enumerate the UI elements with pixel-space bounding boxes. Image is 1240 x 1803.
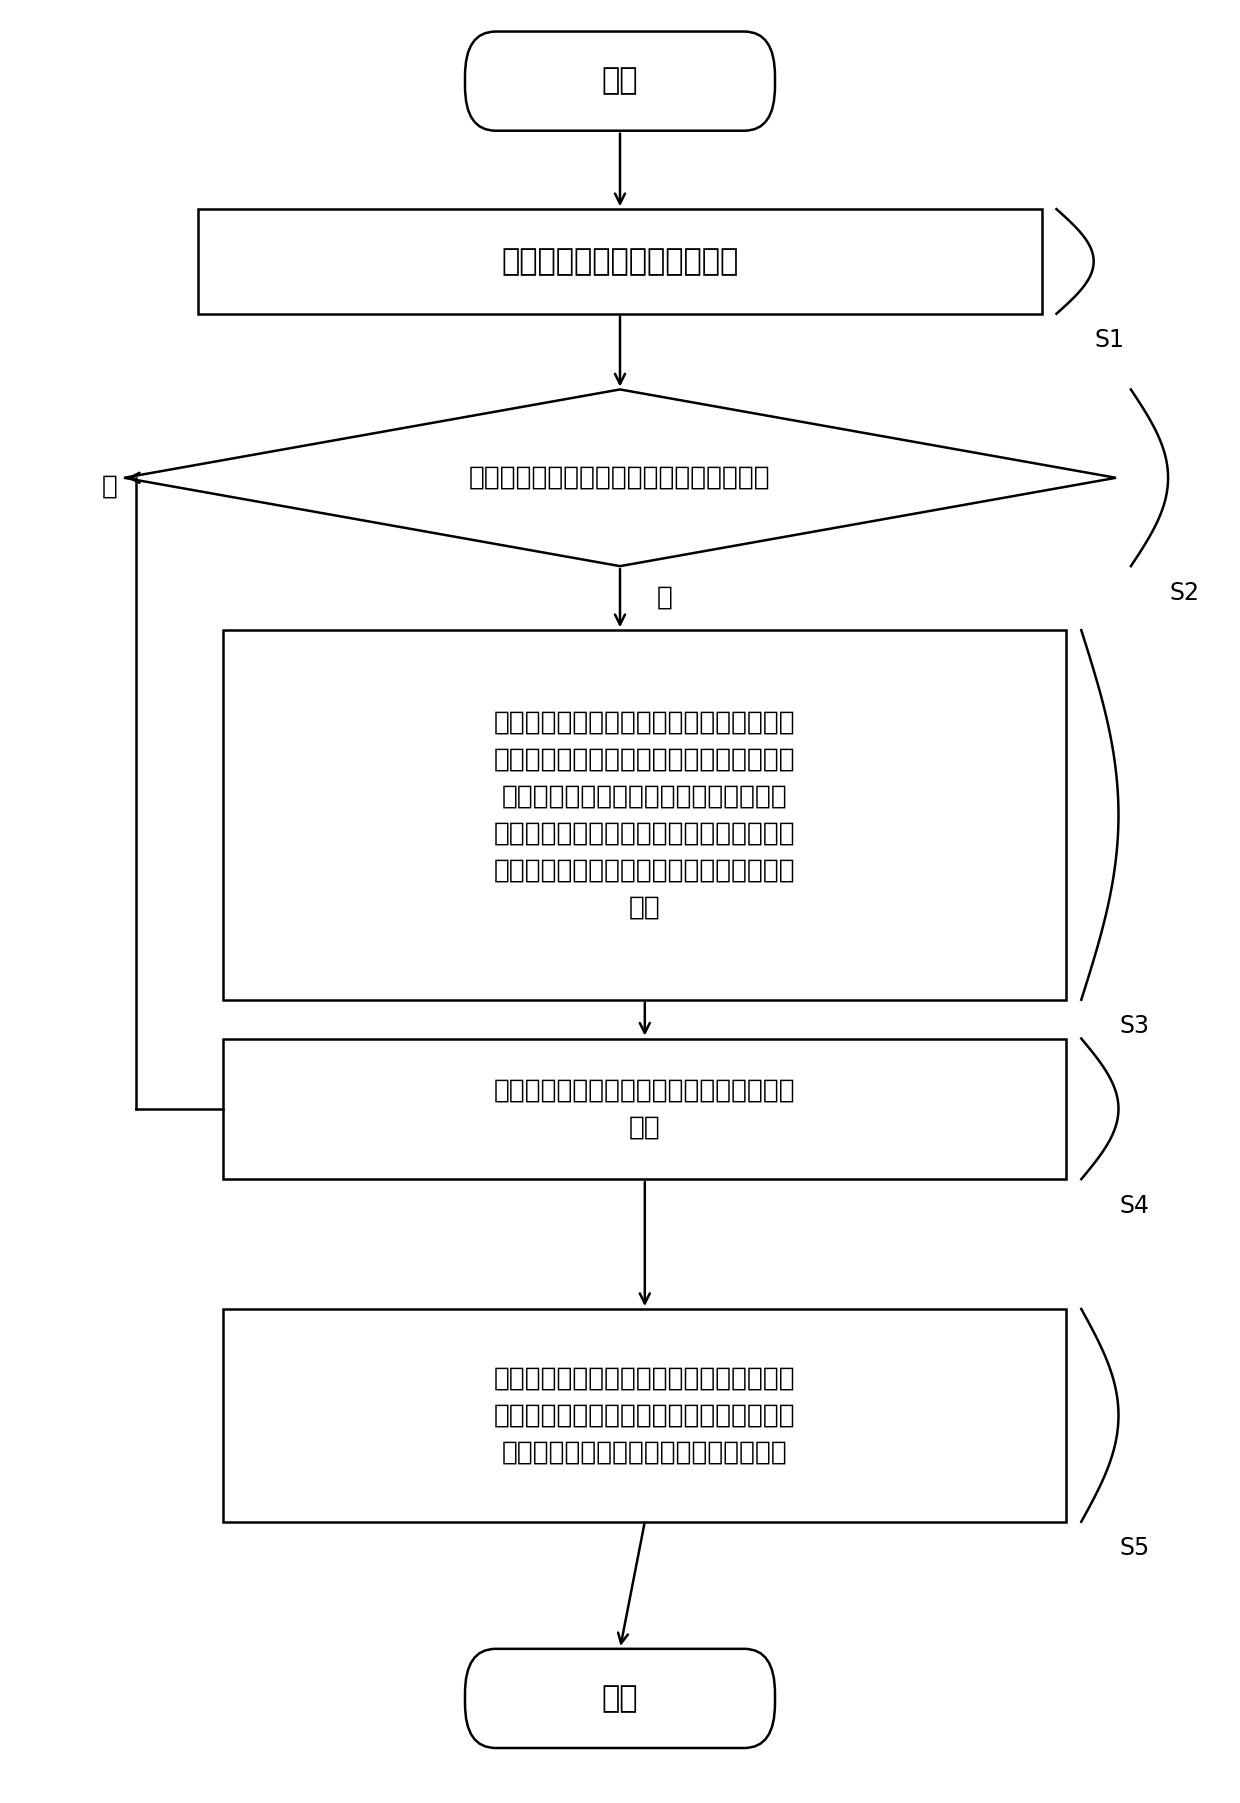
Text: 开始: 开始	[601, 67, 639, 96]
FancyBboxPatch shape	[223, 1309, 1066, 1522]
FancyBboxPatch shape	[465, 1648, 775, 1749]
Text: 当前拉曼光谱数据是否具有可提取的特征峰: 当前拉曼光谱数据是否具有可提取的特征峰	[469, 465, 771, 490]
Text: 否: 否	[102, 474, 118, 499]
FancyBboxPatch shape	[198, 209, 1042, 314]
FancyBboxPatch shape	[465, 31, 775, 130]
Text: S1: S1	[1095, 328, 1125, 352]
FancyBboxPatch shape	[223, 629, 1066, 999]
Text: S5: S5	[1120, 1536, 1149, 1560]
Text: S4: S4	[1120, 1194, 1149, 1217]
Text: 从当前拉曼光谱数据中去除当前分段的主峰
区域: 从当前拉曼光谱数据中去除当前分段的主峰 区域	[494, 1078, 796, 1139]
Text: 确定当前拉曼光谱数据的特征峰的主峰，以
所述主峰为中心确定此中心左方向和右方向
的预设数据点的范围为当前分段的主峰区
域，在数据库中查找与所述主峰区域相匹配
的: 确定当前拉曼光谱数据的特征峰的主峰，以 所述主峰为中心确定此中心左方向和右方向 …	[494, 709, 796, 921]
Text: 结束: 结束	[601, 1684, 639, 1713]
Text: 是: 是	[657, 584, 673, 609]
Text: 获得待测物质的拉曼光谱数据: 获得待测物质的拉曼光谱数据	[501, 247, 739, 276]
FancyBboxPatch shape	[223, 1039, 1066, 1179]
Polygon shape	[124, 389, 1116, 566]
Text: 计算各段的权重与相关系数的乘积之和，将
此和与各分段的权重之和的比值作为最终的
相关系数，根据此相关系数判断匹配程度: 计算各段的权重与相关系数的乘积之和，将 此和与各分段的权重之和的比值作为最终的 …	[494, 1365, 796, 1466]
Text: S3: S3	[1120, 1013, 1149, 1039]
Text: S2: S2	[1169, 581, 1199, 604]
